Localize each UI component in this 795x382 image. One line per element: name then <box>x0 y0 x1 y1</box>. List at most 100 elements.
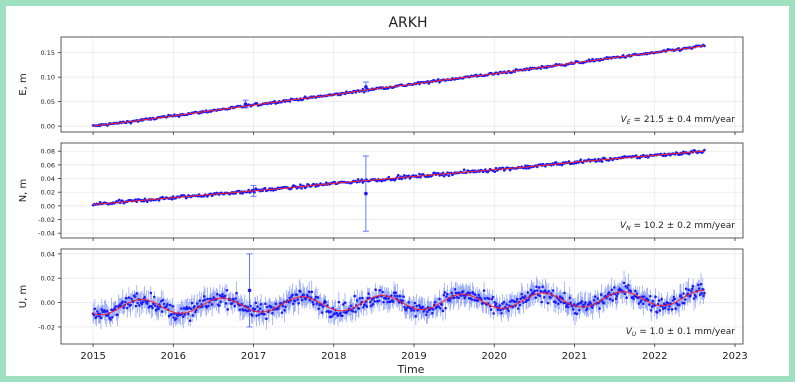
data-point <box>591 57 594 61</box>
panel-1: -0.04 -0.02 0.00 0.02 0.04 0.06 0.08 N, m VN = 1… <box>18 142 744 241</box>
data-point <box>699 282 703 286</box>
y-tick-label: 0.15 <box>41 49 55 57</box>
x-tick-label: 2021 <box>562 351 587 362</box>
chart-title: ARKH <box>388 15 427 31</box>
data-point <box>134 304 138 308</box>
data-point <box>534 296 537 300</box>
x-tick-label: 2016 <box>161 351 186 362</box>
panels-group: 0.00 0.05 0.10 0.15 E, m VE = 21.5 ± 0.4 mm/y… <box>18 36 748 362</box>
data-point <box>373 300 377 303</box>
data-point <box>188 319 192 323</box>
data-point <box>247 188 250 192</box>
data-point <box>416 80 420 84</box>
data-point <box>492 312 495 315</box>
y-axis-label: U, m <box>18 285 29 308</box>
y-tick-label: 0.02 <box>41 189 55 197</box>
data-point <box>233 304 237 308</box>
data-point <box>491 295 495 299</box>
data-point <box>134 198 137 201</box>
data-point <box>607 159 611 162</box>
data-point <box>288 100 292 103</box>
x-tick-label: 2018 <box>321 351 346 362</box>
data-point <box>624 285 628 288</box>
data-point <box>263 186 267 190</box>
y-tick-label: -0.04 <box>38 230 55 238</box>
data-point <box>489 308 493 311</box>
velocity-annotation: VU = 1.0 ± 0.1 mm/year <box>626 327 736 338</box>
y-tick-label: 0.06 <box>41 161 55 169</box>
data-point <box>167 314 171 318</box>
panel-frame <box>60 142 744 239</box>
data-point <box>361 296 364 300</box>
panel-frame <box>60 248 744 345</box>
panel-2: -0.02 0.00 0.02 0.04 2015 2016 2017 2018 2019 202… <box>18 248 748 362</box>
y-tick-label: 0.04 <box>41 250 55 258</box>
data-point <box>579 158 583 161</box>
data-point <box>157 199 161 202</box>
y-tick-label: 0.04 <box>41 175 55 183</box>
data-point <box>255 101 259 105</box>
data-point <box>225 288 229 292</box>
y-tick-label: 0.00 <box>41 299 55 307</box>
data-point <box>683 298 687 301</box>
data-point <box>129 303 133 307</box>
y-tick-label: 0.00 <box>41 123 55 131</box>
data-point <box>356 178 360 181</box>
data-point <box>226 308 230 311</box>
figure-frame: ARKH 0.00 0.05 0.10 0.15 E, m VE = 21.5 ± 0.4… <box>6 6 789 376</box>
data-point <box>402 174 406 177</box>
data-point <box>648 303 651 306</box>
data-point <box>525 167 528 170</box>
data-point <box>160 310 164 313</box>
data-point <box>493 170 497 173</box>
data-point <box>441 309 445 313</box>
data-point <box>625 296 628 300</box>
data-point <box>127 296 131 299</box>
y-tick-label: 0.05 <box>41 98 55 106</box>
data-point <box>419 175 422 179</box>
data-point <box>533 289 537 293</box>
data-point <box>264 302 267 306</box>
data-point <box>310 290 314 294</box>
x-axis-label: Time <box>397 363 425 376</box>
data-point <box>215 292 219 296</box>
data-point <box>438 297 441 301</box>
data-point <box>149 291 153 295</box>
data-point <box>560 163 564 167</box>
data-point <box>177 115 181 118</box>
data-point <box>93 307 97 311</box>
data-point <box>324 300 328 304</box>
data-point <box>170 197 174 201</box>
data-point <box>444 306 447 310</box>
data-point <box>648 295 652 298</box>
data-point <box>447 174 451 178</box>
data-point <box>622 281 626 285</box>
data-point <box>443 291 447 294</box>
y-tick-label: 0.00 <box>41 202 55 210</box>
data-point <box>482 289 486 292</box>
data-point <box>638 156 641 160</box>
outlier-point <box>243 102 248 106</box>
data-point <box>396 173 400 177</box>
x-tick-label: 2017 <box>241 351 266 362</box>
x-tick-label: 2023 <box>722 351 747 362</box>
data-point <box>634 154 638 157</box>
data-point <box>171 304 174 308</box>
data-point <box>325 181 328 184</box>
data-point <box>661 154 665 158</box>
data-point <box>441 171 445 175</box>
data-point <box>357 307 361 310</box>
data-point <box>516 297 519 301</box>
data-point <box>299 183 302 186</box>
data-point <box>145 200 149 204</box>
velocity-annotation: VE = 21.5 ± 0.4 mm/year <box>621 115 736 126</box>
data-point <box>524 164 527 167</box>
y-tick-label: 0.02 <box>41 275 55 283</box>
y-tick-label: 0.10 <box>41 74 55 82</box>
data-point <box>462 168 466 172</box>
data-point <box>412 309 416 312</box>
data-point <box>436 78 440 81</box>
data-point <box>567 160 571 163</box>
data-point <box>453 296 456 299</box>
data-point <box>666 301 670 305</box>
